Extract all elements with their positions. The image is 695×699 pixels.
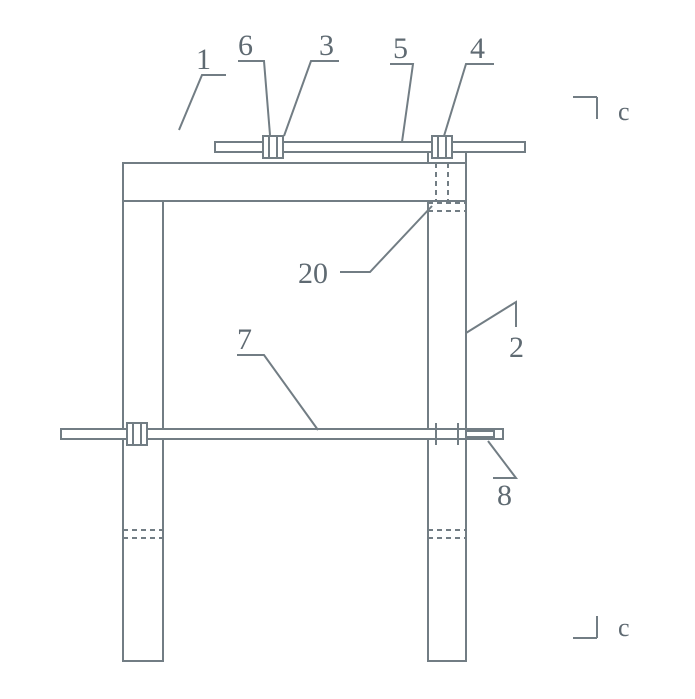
leader-2	[466, 302, 516, 333]
label-4: 4	[470, 32, 485, 65]
top-rod	[215, 142, 525, 152]
leader-8	[488, 441, 516, 478]
leader-1	[179, 75, 226, 130]
leader-3	[284, 61, 339, 136]
label-20: 20	[298, 257, 328, 290]
right-nub	[466, 431, 494, 437]
label-5: 5	[393, 32, 408, 65]
engineering-diagram: 16 3 5 4 20 2 7 8 c c	[0, 0, 695, 699]
top-beam	[123, 163, 466, 201]
bolt-top-left	[263, 136, 283, 158]
right-post	[428, 151, 466, 661]
section-label-c-bottom: c	[618, 613, 630, 642]
label-2: 2	[509, 331, 524, 364]
label-8: 8	[497, 479, 512, 512]
section-label-c-top: c	[618, 97, 630, 126]
leader-7	[237, 355, 318, 430]
label-7: 7	[237, 323, 252, 356]
bolt-mid-left	[127, 423, 147, 445]
leader-4	[444, 64, 494, 136]
leader-20	[340, 206, 432, 272]
left-post	[123, 163, 163, 661]
leader-5	[390, 64, 413, 142]
bolt-top-right	[432, 136, 452, 158]
leader-6	[238, 61, 270, 135]
label-1: 1	[196, 43, 211, 76]
label-6: 6	[238, 29, 253, 62]
label-3: 3	[319, 29, 334, 62]
